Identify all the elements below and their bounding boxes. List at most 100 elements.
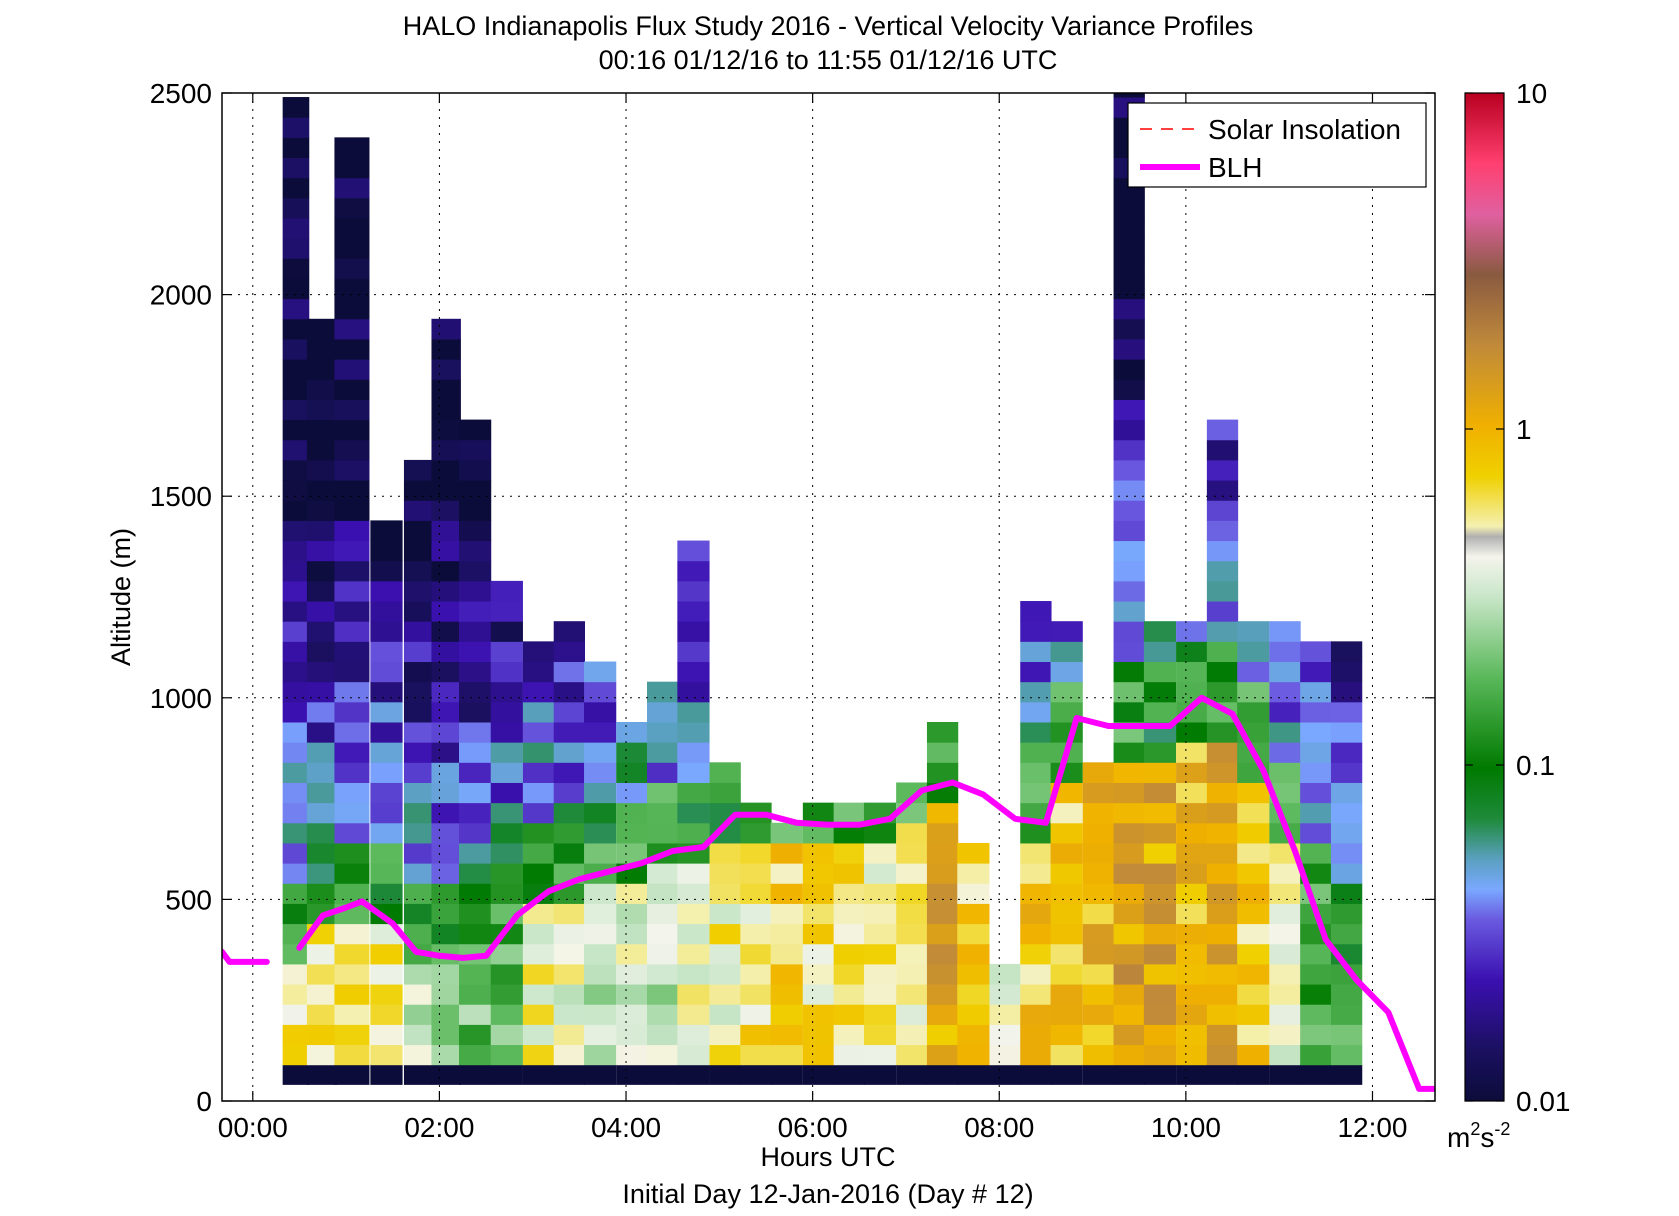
heatmap-cell <box>282 782 310 804</box>
heatmap-cell <box>306 863 338 884</box>
heatmap-cell <box>1300 701 1332 723</box>
series-line-blh <box>222 948 270 965</box>
heatmap-cell <box>616 842 648 864</box>
heatmap-cell <box>1206 762 1239 783</box>
heatmap-cell <box>306 419 338 441</box>
heatmap-cell <box>1143 883 1177 904</box>
heatmap-cell <box>522 681 555 703</box>
heatmap-cell <box>370 863 403 884</box>
heatmap-cell <box>282 883 310 904</box>
heatmap-cell <box>1143 802 1177 824</box>
heatmap-cell <box>1269 1044 1301 1066</box>
heatmap-cell <box>1143 661 1177 683</box>
heatmap-cell <box>863 1004 897 1025</box>
heatmap-cell <box>522 963 555 985</box>
heatmap-cell <box>431 883 461 904</box>
heatmap-cell <box>522 762 555 783</box>
heatmap-cell <box>1206 459 1239 481</box>
heatmap-cell <box>334 560 370 582</box>
heatmap-cell <box>1300 842 1332 864</box>
heatmap-cell <box>1206 943 1239 965</box>
heatmap-cell <box>306 500 338 521</box>
heatmap-cell <box>584 923 617 945</box>
heatmap-cell <box>334 278 370 300</box>
heatmap-cell <box>431 742 461 763</box>
heatmap-cell <box>306 520 338 542</box>
heatmap-cell <box>459 742 492 763</box>
heatmap-cell <box>553 1024 586 1046</box>
heatmap-cell <box>896 782 928 804</box>
heatmap-cell <box>1206 661 1239 683</box>
heatmap-cell <box>584 681 617 703</box>
heatmap-cell <box>403 883 433 904</box>
heatmap-cell <box>1176 1024 1208 1046</box>
heatmap-cell <box>522 943 555 965</box>
heatmap-cell <box>1143 923 1177 945</box>
heatmap-cell <box>553 661 586 683</box>
heatmap-cell <box>459 641 492 663</box>
heatmap-cell <box>1113 278 1145 300</box>
heatmap-cell <box>282 379 310 400</box>
heatmap-cell <box>1113 318 1145 340</box>
heatmap-cell <box>802 802 835 824</box>
heatmap-cell <box>616 903 648 925</box>
heatmap-cell <box>490 641 523 663</box>
heatmap-cell <box>1020 923 1052 945</box>
heatmap-cell <box>553 1004 586 1025</box>
y-tick-label: 2500 <box>150 78 212 109</box>
y-tick-label: 1500 <box>150 481 212 512</box>
heatmap-cell <box>1143 681 1177 703</box>
heatmap-cell <box>522 701 555 723</box>
heatmap-cell <box>553 742 586 763</box>
heatmap-cell <box>282 661 310 683</box>
heatmap-cell <box>522 1004 555 1025</box>
heatmap-cell <box>306 842 338 864</box>
heatmap-cell <box>1113 419 1145 441</box>
heatmap-cell <box>459 984 492 1005</box>
heatmap-cell <box>334 197 370 219</box>
heatmap-cell <box>1113 863 1145 884</box>
heatmap-cell <box>647 943 679 965</box>
heatmap-cell <box>403 480 433 501</box>
heatmap-cell <box>1176 883 1208 904</box>
heatmap-cell <box>957 963 990 985</box>
heatmap-cell <box>403 1004 433 1025</box>
heatmap-cell <box>431 802 461 824</box>
heatmap-cell <box>1113 217 1145 239</box>
heatmap-cell <box>1176 742 1208 763</box>
colorbar-units-sup2: -2 <box>1494 1119 1510 1139</box>
heatmap-cell <box>584 701 617 723</box>
heatmap-cell <box>1143 903 1177 925</box>
heatmap-cell <box>306 943 338 965</box>
heatmap-cell <box>282 419 310 441</box>
heatmap-cell <box>306 1024 338 1046</box>
heatmap-cell <box>926 842 959 864</box>
heatmap-cell <box>647 762 679 783</box>
heatmap-cell <box>957 903 990 925</box>
heatmap-cell <box>1330 923 1363 945</box>
heatmap-cell <box>740 863 772 884</box>
heatmap-cell <box>334 419 370 441</box>
heatmap-cell <box>647 681 679 703</box>
colorbar-tick-label: 10 <box>1516 78 1547 109</box>
heatmap-cell <box>306 480 338 501</box>
heatmap-cell <box>677 762 710 783</box>
heatmap-cell <box>334 459 370 481</box>
heatmap-cell <box>431 721 461 743</box>
heatmap-cell <box>1176 1064 1208 1085</box>
y-axis-label: Altitude (m) <box>106 528 136 666</box>
heatmap-cell <box>1050 641 1083 663</box>
heatmap-cell <box>282 500 310 521</box>
heatmap-cell <box>957 984 990 1005</box>
heatmap-cell <box>1082 1044 1115 1066</box>
heatmap-cell <box>616 802 648 824</box>
heatmap-cell <box>459 782 492 804</box>
heatmap-cell <box>833 802 865 824</box>
heatmap-cell <box>616 822 648 844</box>
heatmap-cell <box>1237 943 1270 965</box>
heatmap-cell <box>370 742 403 763</box>
heatmap-cell <box>334 963 370 985</box>
heatmap-cell <box>770 822 803 844</box>
heatmap-cell <box>647 782 679 804</box>
heatmap-cell <box>896 1004 928 1025</box>
